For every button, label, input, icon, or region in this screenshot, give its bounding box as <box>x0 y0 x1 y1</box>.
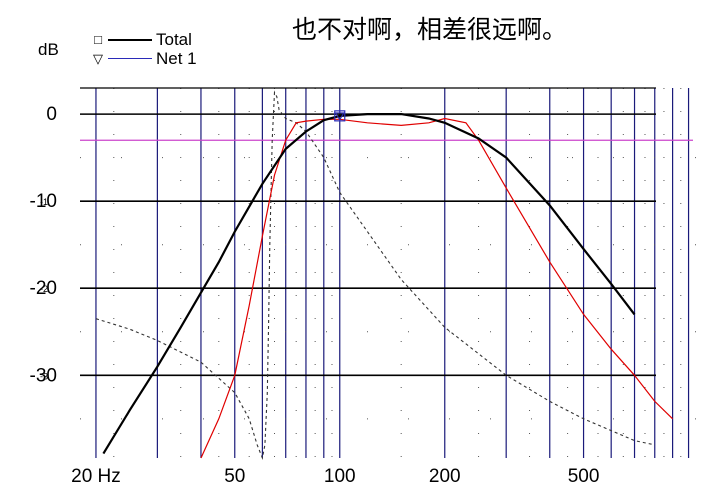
series-dashed-curve <box>95 90 655 460</box>
x-tick-label: 100 <box>324 466 356 487</box>
y-tick-label: -10 <box>30 191 57 212</box>
triangle-marker-icon: ▽ <box>93 50 103 66</box>
net1-marker-triangle <box>334 112 345 121</box>
legend-item-total: □ Total <box>92 30 197 49</box>
y-tick-label: 0 <box>46 104 57 125</box>
legend-item-net1: ▽ Net 1 <box>92 49 197 68</box>
legend-line-total <box>108 38 152 41</box>
x-tick-label: 200 <box>429 466 461 487</box>
y-tick-overlay: -1 <box>40 197 48 207</box>
y-axis-unit: dB <box>38 40 59 59</box>
legend-label-total: Total <box>156 29 192 49</box>
chart-caption: 也不对啊，相差很远啊。 <box>292 15 568 44</box>
y-tick-label: -20 <box>30 278 57 299</box>
y-tick-overlay: -2 <box>40 284 48 294</box>
y-tick-label: -30 <box>30 365 57 386</box>
legend-line-net1 <box>108 58 152 59</box>
legend: □ Total ▽ Net 1 <box>92 30 197 68</box>
square-marker-icon: □ <box>94 32 102 47</box>
series-total-curve <box>102 112 636 455</box>
legend-label-net1: Net 1 <box>156 48 197 68</box>
series-red-curve <box>200 117 674 459</box>
x-tick-label: 500 <box>568 466 600 487</box>
x-tick-label: 50 <box>224 466 245 487</box>
x-tick-label: 20 Hz <box>71 466 121 487</box>
y-tick-overlay: -3 <box>40 371 48 381</box>
